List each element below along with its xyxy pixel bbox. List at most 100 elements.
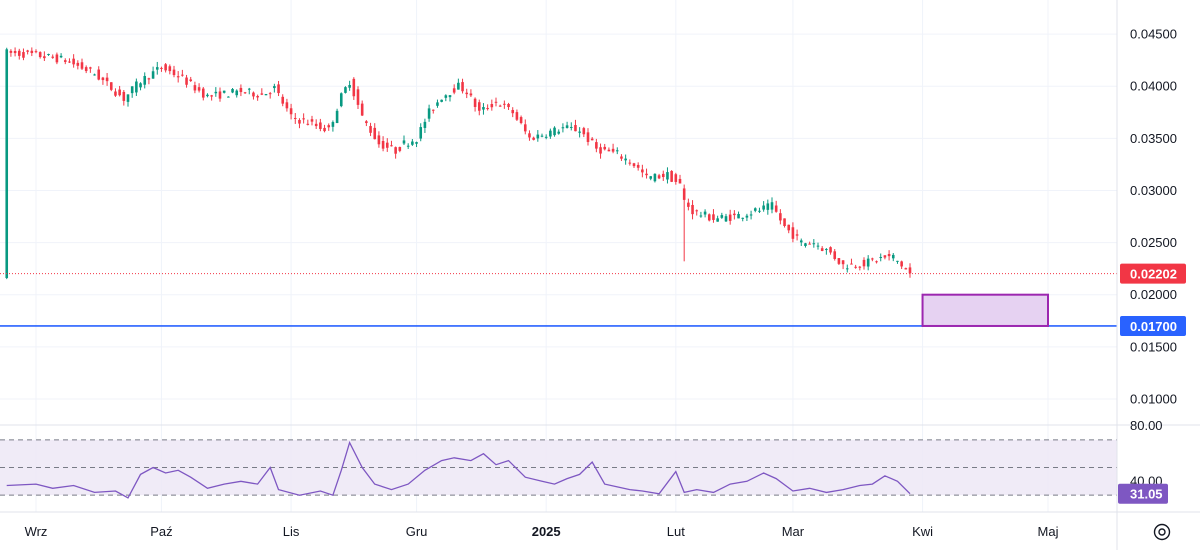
candle-body (477, 102, 481, 111)
candle (511, 107, 515, 118)
x-tick-label: Lut (667, 524, 685, 539)
y-tick-label: 0.04000 (1130, 79, 1177, 94)
candle-body (348, 85, 351, 88)
candle-body (845, 268, 849, 270)
candle (737, 211, 740, 219)
candle-body (720, 215, 724, 218)
candle (544, 134, 548, 140)
candle-body (218, 91, 222, 99)
candle (457, 78, 460, 90)
candle (473, 97, 477, 112)
candle (298, 118, 301, 129)
candle (189, 76, 193, 82)
candle-body (147, 78, 151, 80)
candle (268, 91, 272, 99)
gear-icon (1153, 523, 1171, 541)
candle (733, 210, 736, 220)
candle-body (829, 247, 832, 253)
candle-body (779, 213, 782, 221)
candle-body (645, 173, 648, 176)
candle (691, 200, 694, 220)
candle-body (360, 103, 364, 116)
candle (101, 76, 105, 85)
candle (348, 80, 351, 91)
candle-body (753, 208, 757, 211)
y-tick-label: 0.03000 (1130, 183, 1177, 198)
candle (13, 47, 17, 57)
candle-body (486, 108, 489, 110)
candle-body (126, 94, 130, 102)
candle-body (427, 108, 431, 119)
candle-body (712, 214, 715, 220)
candle-body (356, 89, 360, 105)
candle-body (143, 76, 147, 85)
candle-body (599, 147, 602, 154)
candle-body (63, 60, 67, 62)
candle (235, 89, 239, 98)
level-price-tag (1120, 315, 1186, 336)
candle (753, 207, 757, 213)
candle (114, 88, 117, 97)
candle-body (875, 261, 878, 263)
candle (210, 94, 213, 101)
candle (854, 264, 857, 269)
candle (310, 115, 314, 126)
candle-body (519, 117, 523, 124)
candle-body (377, 135, 381, 145)
candle (494, 97, 498, 107)
candle-body (214, 91, 218, 94)
candle (55, 52, 59, 65)
candle (43, 51, 46, 62)
candle (812, 239, 816, 248)
candle-body (97, 69, 101, 80)
candle-body (206, 94, 209, 97)
candle-body (561, 127, 565, 129)
candle-body (674, 174, 678, 182)
candle-body (197, 87, 201, 91)
candle (118, 85, 121, 97)
candle-body (833, 251, 837, 259)
candle (787, 224, 791, 234)
candle-body (59, 55, 63, 58)
y-tick-label: 0.02500 (1130, 235, 1177, 250)
candle-body (783, 218, 786, 226)
candle (339, 92, 343, 108)
candle-body (515, 112, 519, 120)
candle (649, 175, 653, 181)
candle-body (264, 93, 268, 96)
candle (628, 159, 632, 166)
chart-settings-button[interactable] (1148, 518, 1176, 546)
candle-body (574, 125, 577, 132)
candle-body (632, 163, 636, 167)
candle (461, 78, 464, 94)
candle-body (160, 67, 163, 69)
candle-body (682, 188, 686, 200)
candle-body (557, 131, 561, 134)
candle (804, 242, 807, 248)
candle (201, 87, 205, 101)
candle (741, 217, 745, 222)
candle-body (816, 245, 820, 247)
candle-body (737, 213, 740, 219)
candle-body (703, 211, 707, 215)
candle-body (235, 90, 239, 96)
candle-body (327, 125, 331, 128)
candle (599, 143, 602, 159)
candle (465, 88, 469, 99)
candle (314, 119, 318, 130)
candle-body (80, 62, 84, 69)
candle (536, 130, 540, 142)
candle (578, 127, 581, 138)
candle (850, 258, 853, 265)
candle (80, 58, 84, 71)
candle-body (431, 109, 435, 111)
candle-body (436, 102, 439, 106)
candle-body (758, 210, 761, 212)
candle (394, 146, 397, 159)
candle-body (402, 140, 406, 144)
candle (377, 131, 381, 148)
candle (549, 128, 552, 139)
candle (477, 99, 481, 116)
candle-body (68, 61, 71, 63)
candle (507, 102, 510, 110)
